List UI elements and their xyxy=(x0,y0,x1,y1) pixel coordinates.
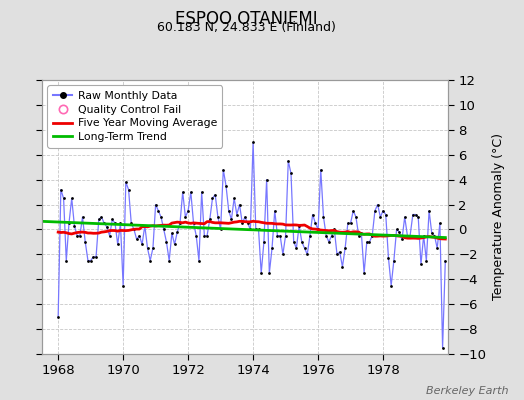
Y-axis label: Temperature Anomaly (°C): Temperature Anomaly (°C) xyxy=(492,134,505,300)
Text: Berkeley Earth: Berkeley Earth xyxy=(426,386,508,396)
Text: ESPOO OTANIEMI: ESPOO OTANIEMI xyxy=(175,10,318,28)
Text: 60.183 N, 24.833 E (Finland): 60.183 N, 24.833 E (Finland) xyxy=(157,21,336,34)
Legend: Raw Monthly Data, Quality Control Fail, Five Year Moving Average, Long-Term Tren: Raw Monthly Data, Quality Control Fail, … xyxy=(47,86,223,148)
